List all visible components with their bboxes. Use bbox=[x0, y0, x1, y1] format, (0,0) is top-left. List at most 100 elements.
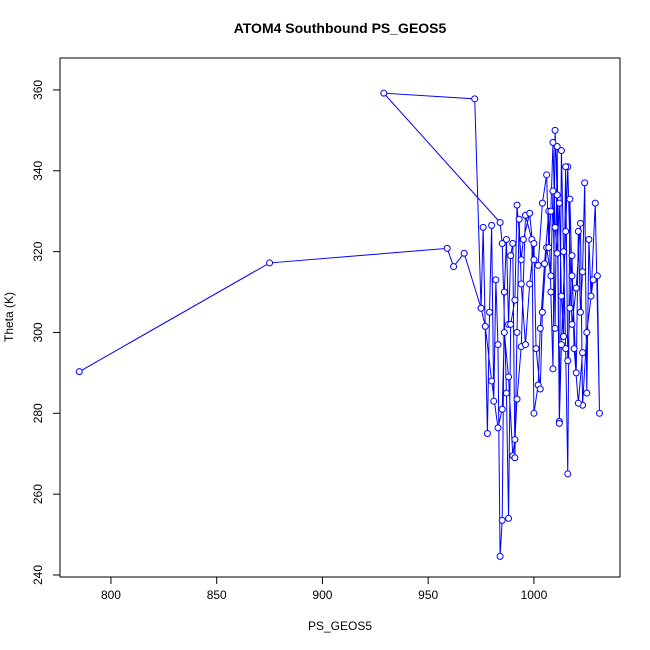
point bbox=[553, 191, 561, 199]
point bbox=[574, 399, 582, 407]
point bbox=[572, 284, 580, 292]
point bbox=[511, 296, 519, 304]
point bbox=[560, 248, 568, 256]
point bbox=[568, 320, 576, 328]
point bbox=[557, 147, 565, 155]
point bbox=[502, 389, 510, 397]
point bbox=[534, 261, 542, 269]
point bbox=[583, 389, 591, 397]
point bbox=[505, 514, 513, 522]
point bbox=[530, 409, 538, 417]
point bbox=[562, 345, 570, 353]
x-tick-label: 950 bbox=[418, 588, 438, 602]
point bbox=[509, 240, 517, 248]
point bbox=[593, 272, 601, 280]
point bbox=[488, 377, 496, 385]
point bbox=[526, 209, 534, 217]
point bbox=[513, 201, 521, 209]
y-tick-label: 260 bbox=[31, 484, 45, 504]
y-tick-label: 300 bbox=[31, 322, 45, 342]
point bbox=[471, 95, 479, 103]
point bbox=[494, 424, 502, 432]
point bbox=[583, 328, 591, 336]
point bbox=[494, 341, 502, 349]
point bbox=[536, 324, 544, 332]
point bbox=[553, 249, 561, 257]
point bbox=[553, 143, 561, 151]
point bbox=[579, 349, 587, 357]
y-axis-label: Theta (K) bbox=[2, 292, 16, 342]
point bbox=[496, 219, 504, 227]
point bbox=[511, 436, 519, 444]
y-tick-label: 280 bbox=[31, 403, 45, 423]
point bbox=[591, 199, 599, 207]
point bbox=[500, 328, 508, 336]
point bbox=[477, 304, 485, 312]
point bbox=[566, 195, 574, 203]
point bbox=[585, 235, 593, 243]
point bbox=[581, 179, 589, 187]
point bbox=[576, 308, 584, 316]
point bbox=[555, 199, 563, 207]
point bbox=[551, 126, 559, 134]
point bbox=[532, 345, 540, 353]
plot-frame bbox=[59, 57, 621, 578]
point bbox=[500, 288, 508, 296]
point bbox=[568, 272, 576, 280]
point bbox=[579, 268, 587, 276]
point bbox=[513, 395, 521, 403]
y-tick-label: 240 bbox=[31, 565, 45, 585]
point bbox=[490, 397, 498, 405]
point bbox=[543, 171, 551, 179]
point bbox=[547, 272, 555, 280]
point bbox=[564, 470, 572, 478]
point bbox=[496, 552, 504, 560]
point bbox=[460, 249, 468, 257]
point bbox=[557, 292, 565, 300]
point bbox=[568, 252, 576, 260]
point bbox=[555, 419, 563, 427]
point bbox=[526, 280, 534, 288]
point bbox=[380, 89, 388, 97]
point bbox=[557, 341, 565, 349]
point bbox=[517, 256, 525, 264]
point bbox=[587, 292, 595, 300]
x-tick-label: 900 bbox=[312, 588, 332, 602]
point bbox=[566, 304, 574, 312]
point bbox=[530, 256, 538, 264]
point bbox=[513, 328, 521, 336]
x-tick-label: 1000 bbox=[521, 588, 548, 602]
y-tick-label: 320 bbox=[31, 241, 45, 261]
point bbox=[517, 280, 525, 288]
point bbox=[521, 341, 529, 349]
point bbox=[538, 199, 546, 207]
point bbox=[574, 227, 582, 235]
point bbox=[515, 215, 523, 223]
point bbox=[530, 240, 538, 248]
y-tick-label: 360 bbox=[31, 80, 45, 100]
point bbox=[549, 365, 557, 373]
point bbox=[589, 276, 597, 284]
point bbox=[536, 385, 544, 393]
chart-title: ATOM4 Southbound PS_GEOS5 bbox=[234, 20, 447, 36]
point bbox=[498, 240, 506, 248]
point bbox=[519, 235, 527, 243]
point bbox=[576, 219, 584, 227]
point bbox=[483, 430, 491, 438]
point bbox=[266, 259, 274, 267]
point bbox=[511, 454, 519, 462]
point bbox=[75, 368, 83, 376]
point bbox=[549, 138, 557, 146]
point bbox=[488, 221, 496, 229]
point bbox=[551, 223, 559, 231]
x-tick-label: 850 bbox=[207, 588, 227, 602]
point bbox=[595, 409, 603, 417]
point bbox=[570, 345, 578, 353]
point bbox=[564, 357, 572, 365]
point bbox=[541, 260, 549, 268]
point bbox=[502, 235, 510, 243]
point bbox=[498, 516, 506, 524]
point bbox=[545, 244, 553, 252]
point bbox=[450, 263, 458, 271]
